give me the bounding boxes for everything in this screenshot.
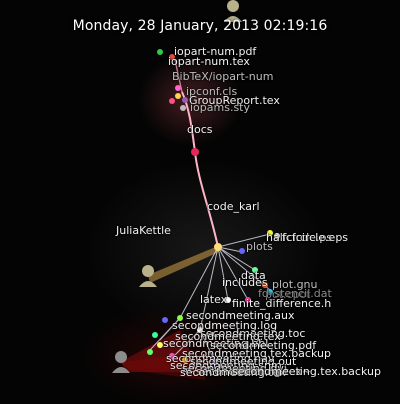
directory-label-plots: plots bbox=[246, 240, 273, 253]
edges-from-root bbox=[149, 233, 271, 363]
file-label: plot.gnu bbox=[272, 278, 318, 291]
file-node[interactable] bbox=[267, 230, 273, 236]
file-node[interactable] bbox=[262, 282, 268, 288]
user-avatar-icon[interactable] bbox=[139, 265, 157, 287]
file-label: fd_stencil.dat bbox=[258, 287, 332, 300]
file-label: pot.cpot bbox=[265, 288, 311, 301]
file-label: secondmeeting.toc bbox=[200, 327, 306, 340]
file-node[interactable] bbox=[162, 317, 168, 323]
activity-beam-bottom-user bbox=[120, 330, 200, 372]
file-node[interactable] bbox=[175, 93, 181, 99]
file-label: secondmeeting.dvi bbox=[182, 362, 287, 375]
directory-label-docs: docs bbox=[187, 123, 213, 136]
file-label: secondmeeting.nav bbox=[166, 352, 275, 365]
file-node[interactable] bbox=[152, 332, 158, 338]
file-node[interactable] bbox=[157, 49, 163, 55]
file-label: secondmeeting.tex.backup bbox=[182, 347, 331, 360]
activity-beam-juliakettle bbox=[148, 246, 219, 283]
file-label: secondmeeting.bbl bbox=[163, 337, 269, 350]
file-label: secondmeeting.snm bbox=[170, 359, 282, 372]
file-label: secondmeeting.aux bbox=[186, 309, 295, 322]
file-label: finite_difference.h bbox=[232, 297, 332, 310]
file-node[interactable] bbox=[182, 97, 188, 103]
file-node[interactable] bbox=[175, 85, 181, 91]
file-node[interactable] bbox=[169, 98, 175, 104]
file-node[interactable] bbox=[225, 297, 231, 303]
file-label: secondmeeting.log bbox=[172, 319, 278, 332]
file-node[interactable] bbox=[212, 359, 218, 365]
date-time-display: Monday, 28 January, 2013 02:19:16 bbox=[72, 18, 328, 34]
file-node[interactable] bbox=[147, 349, 153, 355]
file-node[interactable] bbox=[252, 267, 258, 273]
file-node[interactable] bbox=[177, 315, 183, 321]
file-label: secondmeeting.tex~ bbox=[196, 365, 311, 378]
file-node[interactable] bbox=[197, 369, 203, 375]
file-node[interactable] bbox=[267, 289, 273, 295]
file-node[interactable] bbox=[245, 297, 251, 303]
file-node[interactable] bbox=[157, 342, 163, 348]
file-label: secondmeeting.tex bbox=[175, 330, 281, 343]
directory-label-data: data bbox=[241, 269, 266, 282]
file-label: secondmeeting.out bbox=[190, 355, 297, 368]
edge-docs-top bbox=[174, 59, 183, 93]
directory-label-latex: latex bbox=[200, 293, 228, 306]
file-node[interactable] bbox=[197, 327, 203, 333]
file-label: fcfcircle.eps bbox=[282, 231, 349, 244]
file-label: secondmeeting.pdf bbox=[210, 339, 317, 352]
directory-label-code-karl: code_karl bbox=[207, 200, 260, 213]
file-node[interactable] bbox=[182, 357, 188, 363]
file-label: secondmeeting.tex bbox=[180, 366, 286, 379]
file-label: GroupReport.tex bbox=[189, 94, 280, 107]
user-name-label: JuliaKettle bbox=[116, 224, 171, 237]
file-label: ipconf.cls bbox=[186, 85, 238, 98]
file-node[interactable] bbox=[180, 105, 186, 111]
file-node[interactable] bbox=[169, 54, 175, 60]
file-label: iopams.sty bbox=[190, 101, 251, 114]
file-node[interactable] bbox=[274, 233, 280, 239]
file-node[interactable] bbox=[239, 248, 245, 254]
user-avatar-icon[interactable] bbox=[112, 351, 130, 373]
directory-label-includes: includes bbox=[222, 276, 268, 289]
file-label: BibTeX/iopart-num bbox=[172, 70, 274, 83]
file-node[interactable] bbox=[169, 353, 175, 359]
file-label: iopart-num.tex bbox=[168, 55, 250, 68]
file-label: iopart-num.pdf bbox=[174, 45, 257, 58]
user-avatar-icon[interactable] bbox=[224, 0, 242, 22]
file-label: halfcircle.ps bbox=[266, 231, 333, 244]
directory-node-docs[interactable] bbox=[191, 148, 199, 156]
directory-node-code-karl[interactable] bbox=[214, 243, 222, 251]
file-label: secondmeeting.tex.backup bbox=[232, 365, 381, 378]
